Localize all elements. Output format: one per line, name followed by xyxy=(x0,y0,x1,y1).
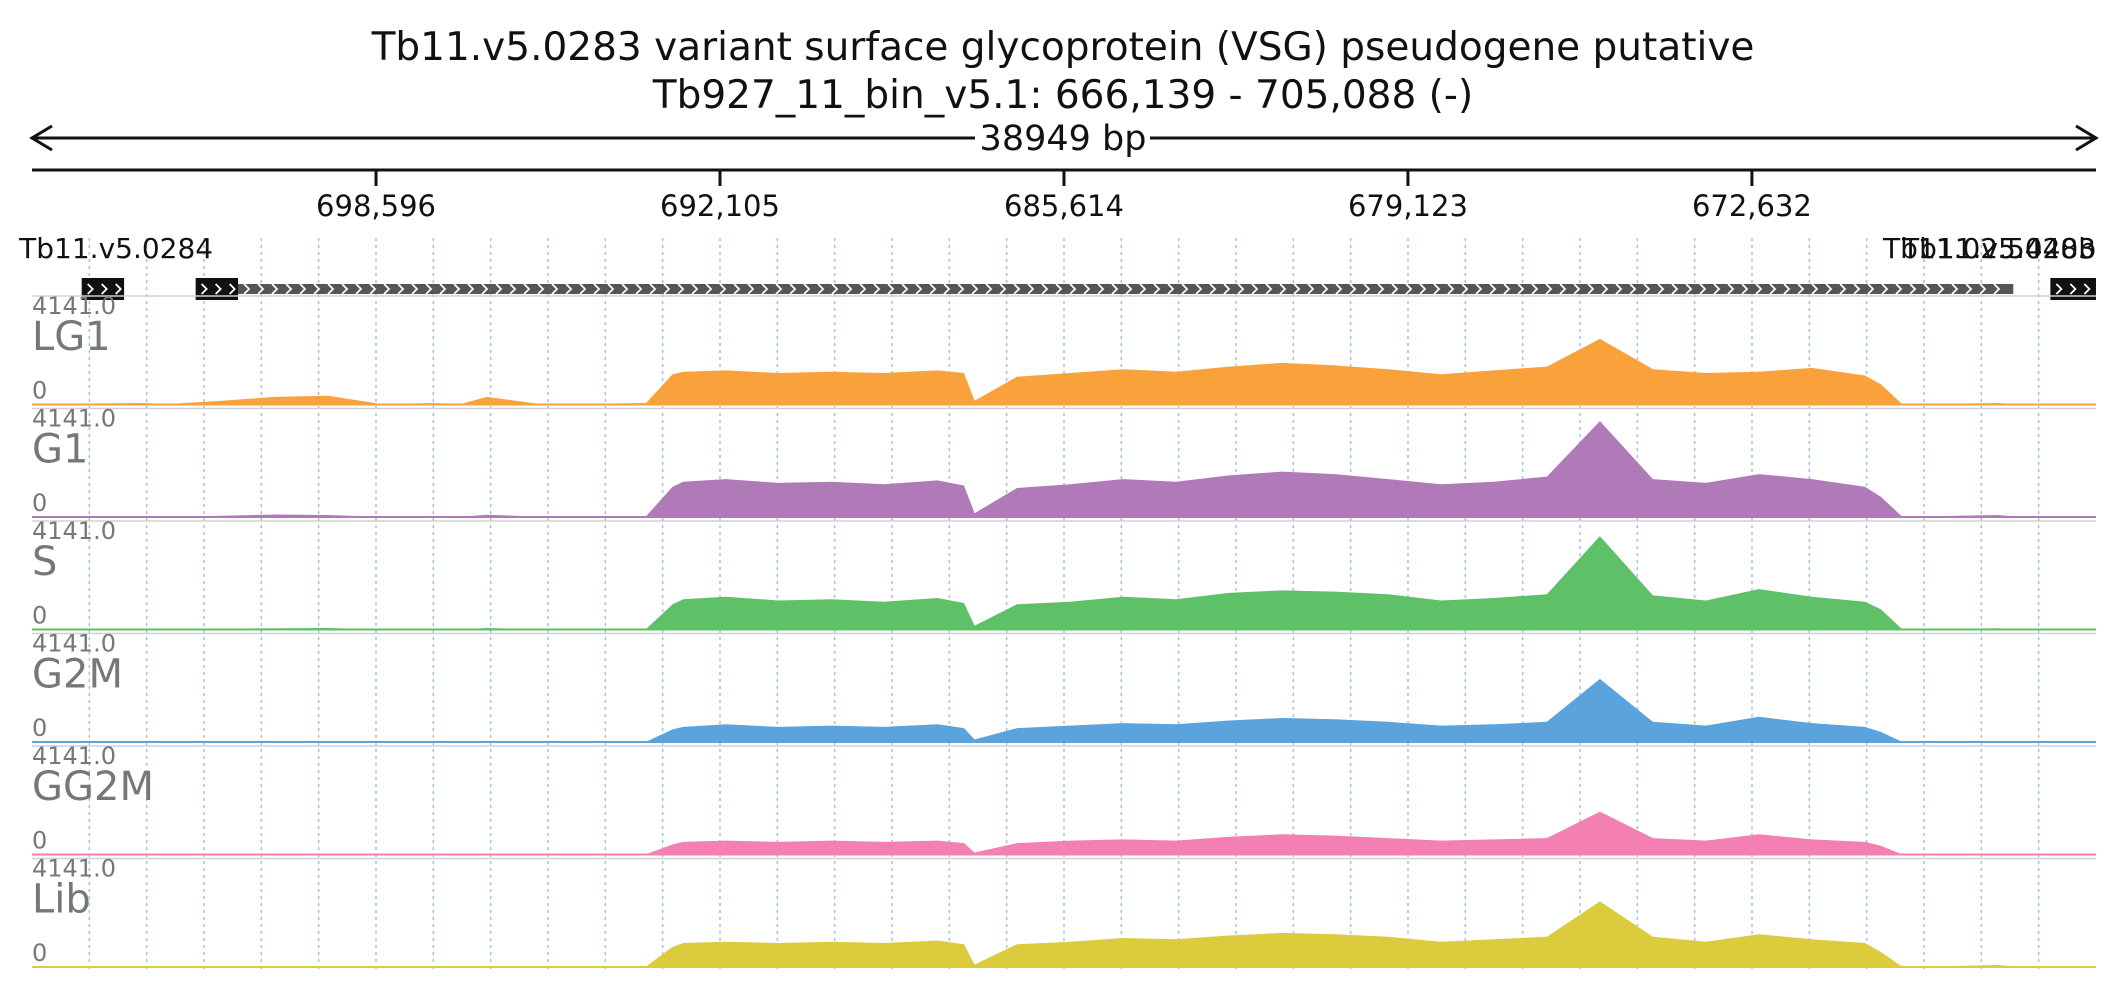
track-min-label: 0 xyxy=(32,827,47,855)
track-s: 4141.0S 0 xyxy=(32,517,2096,631)
strand-arrows xyxy=(201,283,236,295)
x-tick-label: 685,614 xyxy=(1004,189,1124,223)
gene-label: Tb11.v5.0284 xyxy=(18,232,213,265)
track-max-label: 4141.0 xyxy=(32,630,116,658)
gene-feature[interactable] xyxy=(195,278,239,300)
track-min-label: 0 xyxy=(32,939,47,967)
gene-feature[interactable] xyxy=(2050,278,2096,300)
title-line-2: Tb927_11_bin_v5.1: 666,139 - 705,088 (-) xyxy=(652,73,1473,118)
coverage-area xyxy=(32,901,2024,967)
track-name: LG1 xyxy=(32,314,111,360)
coverage-area xyxy=(32,536,2024,630)
title-line-1: Tb11.v5.0283 variant surface glycoprotei… xyxy=(371,25,1755,70)
strand-arrows xyxy=(87,283,122,295)
gene-feature[interactable] xyxy=(238,284,2014,294)
coverage-area xyxy=(32,678,2024,742)
track-min-label: 0 xyxy=(32,489,47,517)
track-max-label: 4141.0 xyxy=(32,855,116,883)
track-name: S xyxy=(32,539,57,585)
coverage-area xyxy=(32,811,2024,855)
span-arrow: 38949 bp xyxy=(29,119,2099,159)
track-max-label: 4141.0 xyxy=(32,742,116,770)
figure-title: Tb11.v5.0283 variant surface glycoprotei… xyxy=(371,25,1755,118)
span-arrow-left-head xyxy=(29,124,53,152)
x-tick-label: 692,105 xyxy=(660,189,780,223)
coverage-area xyxy=(32,421,2024,517)
x-tick-label: 679,123 xyxy=(1348,189,1468,223)
gene-label: Tb11.02.5440b xyxy=(1882,232,2096,265)
track-min-label: 0 xyxy=(32,377,47,405)
track-min-label: 0 xyxy=(32,714,47,742)
track-name: Lib xyxy=(32,877,91,923)
gene-label: Tb11.v5.0283 xyxy=(1901,232,2096,265)
track-min-label: 0 xyxy=(32,602,47,630)
gene-feature[interactable] xyxy=(81,278,125,300)
coverage-tracks: 4141.0LG104141.0G104141.0S04141.0G2M0414… xyxy=(32,292,2096,968)
x-axis: 698,596 692,105 685,614 679,123 672,632 xyxy=(32,168,2096,223)
x-tick-label: 672,632 xyxy=(1692,189,1812,223)
x-tick-label: 698,596 xyxy=(316,189,436,223)
coverage-area xyxy=(32,338,2024,405)
track-max-label: 4141.0 xyxy=(32,292,116,320)
track-name: G1 xyxy=(32,427,88,473)
track-max-label: 4141.0 xyxy=(32,405,116,433)
span-arrow-right-head xyxy=(2075,124,2099,152)
track-name: GG2M xyxy=(32,764,154,810)
track-name: G2M xyxy=(32,652,123,698)
track-g1: 4141.0G1 0 xyxy=(32,405,2096,518)
strand-arrows xyxy=(2055,283,2091,295)
track-max-label: 4141.0 xyxy=(32,517,116,545)
span-length-label: 38949 bp xyxy=(980,119,1147,159)
strand-arrows xyxy=(243,283,2001,295)
